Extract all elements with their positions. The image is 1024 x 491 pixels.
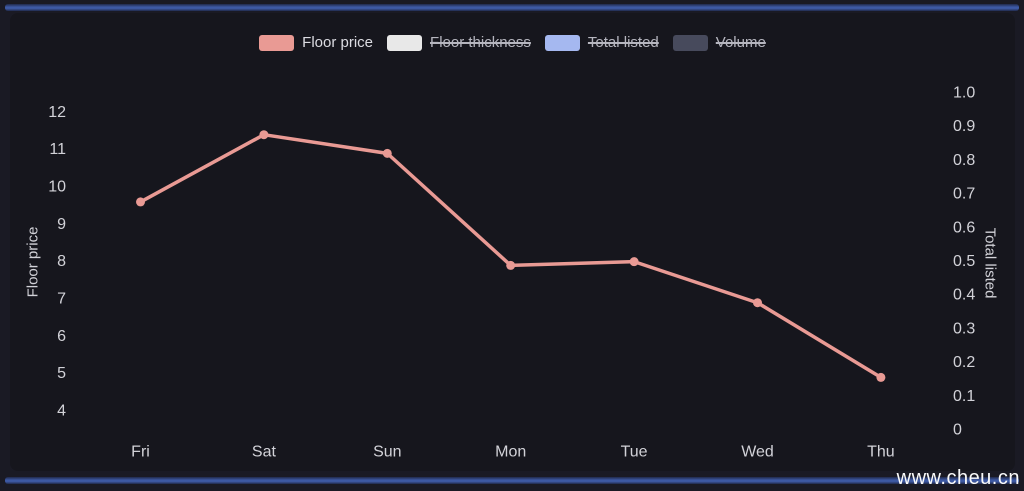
legend-swatch: [672, 35, 708, 51]
right-axis-tick: 0.3: [953, 320, 975, 337]
series-line-floor-price: [138, 132, 883, 380]
data-point[interactable]: [259, 130, 269, 140]
right-axis-tick: 0.7: [953, 186, 975, 203]
right-axis-tick: 0.4: [953, 287, 975, 304]
data-point[interactable]: [382, 148, 392, 158]
left-axis-tick: 11: [49, 141, 66, 158]
legend-swatch: [544, 35, 580, 51]
legend-label: Floor thickness: [430, 34, 531, 51]
legend-label: Floor price: [302, 34, 374, 51]
right-axis-tick: 0.2: [953, 354, 975, 371]
chart-card: Floor price Floor thickness Total listed Vo…: [10, 13, 1015, 471]
left-axis-tick: 10: [48, 178, 66, 195]
legend-item-total-listed[interactable]: Total listed: [544, 34, 659, 52]
right-axis-tick: 0.9: [953, 118, 975, 135]
right-axis-tick: 0.5: [953, 253, 975, 270]
bottom-accent-bar: [5, 477, 1019, 484]
left-axis-tick: 4: [57, 403, 66, 420]
x-axis-label: Fri: [131, 444, 150, 461]
left-axis-tick: 9: [57, 216, 66, 233]
x-axis-label: Mon: [495, 444, 526, 461]
watermark-text: www.cheu.cn: [896, 467, 1020, 489]
x-axis-label: Sun: [373, 444, 401, 461]
legend-label: Total listed: [587, 34, 659, 51]
x-axis-label: Tue: [621, 444, 648, 461]
x-axis-label: Thu: [867, 444, 895, 461]
left-axis-tick: 12: [48, 104, 66, 121]
chart-legend: Floor price Floor thickness Total listed Vo…: [10, 34, 1015, 52]
legend-swatch: [387, 35, 423, 51]
legend-label: Volume: [715, 34, 766, 51]
right-axis-title: Total listed: [982, 228, 999, 299]
right-axis-tick: 1.0: [953, 85, 975, 102]
right-axis-tick: 0.6: [953, 219, 975, 236]
legend-swatch: [259, 35, 295, 51]
x-axis-label: Wed: [741, 444, 774, 461]
x-axis-label: Sat: [252, 444, 277, 461]
right-axis-tick: 0: [953, 422, 962, 439]
left-axis-tick: 7: [57, 291, 66, 308]
right-axis-tick: 0.8: [953, 152, 975, 169]
data-point[interactable]: [136, 197, 145, 207]
legend-item-floor-price[interactable]: Floor price: [259, 34, 373, 52]
data-point[interactable]: [506, 260, 516, 270]
top-accent-bar: [5, 4, 1019, 11]
data-point[interactable]: [876, 372, 886, 382]
legend-item-floor-thickness[interactable]: Floor thickness: [387, 34, 531, 52]
right-axis-tick: 0.1: [953, 388, 975, 405]
left-axis-tick: 5: [57, 365, 66, 382]
left-axis-tick: 8: [57, 253, 66, 270]
left-axis-title: Floor price: [25, 227, 42, 298]
left-axis-tick: 6: [57, 328, 66, 345]
data-point[interactable]: [753, 298, 762, 308]
data-point[interactable]: [629, 257, 639, 267]
legend-item-volume[interactable]: Volume: [672, 34, 766, 52]
